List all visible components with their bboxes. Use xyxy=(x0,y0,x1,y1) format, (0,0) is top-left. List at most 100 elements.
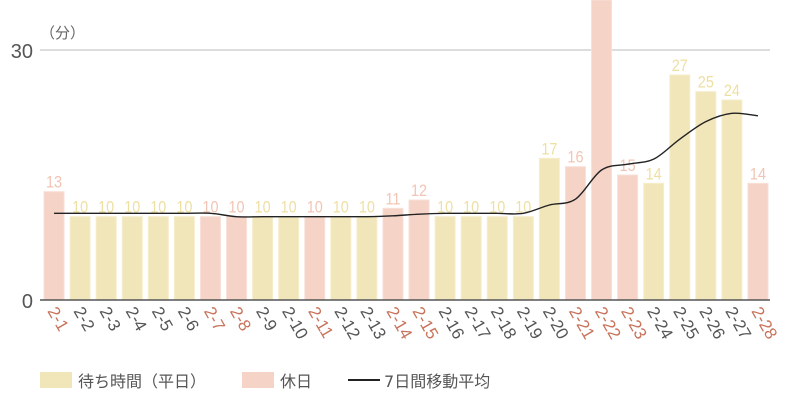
bar-2-11 xyxy=(304,216,326,301)
bar-value-label: 10 xyxy=(307,199,323,217)
weekday-swatch-icon xyxy=(40,372,72,388)
bar-value-label: 10 xyxy=(72,199,88,217)
y-unit-label: （分） xyxy=(40,24,85,42)
x-tick-label: 2-8 xyxy=(226,304,255,335)
bar-value-label: 14 xyxy=(750,165,766,183)
bar-value-label: 10 xyxy=(333,199,349,217)
bar-value-label: 10 xyxy=(359,199,375,217)
bar-2-9 xyxy=(252,216,274,301)
bar-value-label: 24 xyxy=(724,82,740,100)
bar-value-label: 10 xyxy=(176,199,192,217)
bars xyxy=(43,0,769,301)
bar-2-3 xyxy=(95,216,117,301)
x-tick-label: 2-6 xyxy=(174,304,203,335)
bar-2-24 xyxy=(643,182,665,301)
bar-2-4 xyxy=(121,216,143,301)
bar-2-1 xyxy=(43,191,65,301)
legend-item-moving-average: 7日間移動平均 xyxy=(348,368,490,392)
bar-value-label: 14 xyxy=(646,165,662,183)
x-tick-label: 2-24 xyxy=(643,304,676,343)
x-tick-label: 2-20 xyxy=(539,304,572,343)
bar-value-label: 10 xyxy=(229,199,245,217)
bar-value-label: 10 xyxy=(255,199,271,217)
x-tick-label: 2-23 xyxy=(617,304,650,343)
bar-value-label: 10 xyxy=(124,199,140,217)
bar-value-label: 17 xyxy=(541,140,557,158)
bar-2-23 xyxy=(617,174,639,301)
x-tick-label: 2-19 xyxy=(513,304,546,343)
bar-2-19 xyxy=(512,216,534,301)
holiday-swatch-icon xyxy=(242,372,275,388)
y-tick-label: 0 xyxy=(22,291,33,313)
bar-value-label: 12 xyxy=(411,182,427,200)
x-tick-label: 2-2 xyxy=(70,304,99,335)
bar-2-8 xyxy=(226,216,248,301)
x-tick-label: 2-14 xyxy=(383,304,416,343)
bar-value-label: 10 xyxy=(489,199,505,217)
x-tick-label: 2-3 xyxy=(96,304,125,335)
bar-2-26 xyxy=(695,91,717,301)
x-tick-label: 2-12 xyxy=(330,304,363,343)
x-tick-label: 2-4 xyxy=(122,304,151,335)
x-tick-label: 2-17 xyxy=(461,304,494,343)
bar-2-7 xyxy=(199,216,221,301)
bar-value-label: 11 xyxy=(385,190,400,208)
x-tick-label: 2-22 xyxy=(591,304,624,343)
moving-average-line xyxy=(54,112,759,218)
bar-2-2 xyxy=(69,216,91,301)
legend: 待ち時間（平日） 休日 7日間移動平均 xyxy=(40,366,526,394)
y-axis-ticks: 0 30 xyxy=(11,41,33,313)
bar-2-18 xyxy=(486,216,508,301)
bar-value-label: 10 xyxy=(98,199,114,217)
x-tick-label: 2-18 xyxy=(487,304,520,343)
bar-2-25 xyxy=(669,74,691,301)
x-tick-label: 2-15 xyxy=(409,304,442,343)
legend-item-weekday: 待ち時間（平日） xyxy=(40,368,206,392)
x-tick-label: 2-26 xyxy=(695,304,728,343)
bar-2-28 xyxy=(747,182,769,301)
bar-2-21 xyxy=(564,166,586,301)
x-tick-label: 2-28 xyxy=(748,304,781,343)
bar-2-12 xyxy=(330,216,352,301)
x-tick-label: 2-10 xyxy=(278,304,311,343)
bar-2-10 xyxy=(278,216,300,301)
legend-item-holiday: 休日 xyxy=(242,368,312,392)
x-tick-label: 2-5 xyxy=(148,304,177,335)
bar-2-6 xyxy=(173,216,195,301)
x-tick-label: 2-27 xyxy=(721,304,754,343)
line-swatch-icon xyxy=(348,379,381,381)
x-axis-ticks: 2-12-22-32-42-52-62-72-82-92-102-112-122… xyxy=(44,304,781,343)
x-tick-label: 2-21 xyxy=(565,304,598,343)
bar-2-5 xyxy=(147,216,169,301)
bar-value-label: 16 xyxy=(567,149,583,167)
bar-2-14 xyxy=(382,207,404,301)
bar-2-17 xyxy=(460,216,482,301)
y-tick-label: 30 xyxy=(11,41,33,63)
bar-value-label: 25 xyxy=(698,74,714,92)
x-tick-label: 2-7 xyxy=(200,304,229,335)
bar-value-label: 10 xyxy=(463,199,479,217)
x-tick-label: 2-11 xyxy=(304,304,337,342)
legend-label-holiday: 休日 xyxy=(280,372,313,391)
bar-2-22 xyxy=(591,0,613,301)
legend-label-weekday: 待ち時間（平日） xyxy=(78,372,207,391)
bar-value-label: 27 xyxy=(672,57,688,75)
bar-value-label: 15 xyxy=(620,157,636,175)
bar-value-label: 10 xyxy=(150,199,166,217)
bar-2-16 xyxy=(434,216,456,301)
x-tick-label: 2-1 xyxy=(44,304,73,335)
x-tick-label: 2-9 xyxy=(252,304,281,335)
bar-value-label: 13 xyxy=(46,174,62,192)
x-tick-label: 2-25 xyxy=(669,304,702,343)
legend-label-moving-average: 7日間移動平均 xyxy=(384,372,491,391)
bar-2-27 xyxy=(721,99,743,301)
bar-2-20 xyxy=(538,157,560,301)
bar-value-label: 10 xyxy=(281,199,297,217)
x-tick-label: 2-16 xyxy=(435,304,468,343)
x-tick-label: 2-13 xyxy=(356,304,389,343)
bar-value-label: 10 xyxy=(202,199,218,217)
bar-value-label: 10 xyxy=(437,199,453,217)
bar-2-13 xyxy=(356,216,378,301)
